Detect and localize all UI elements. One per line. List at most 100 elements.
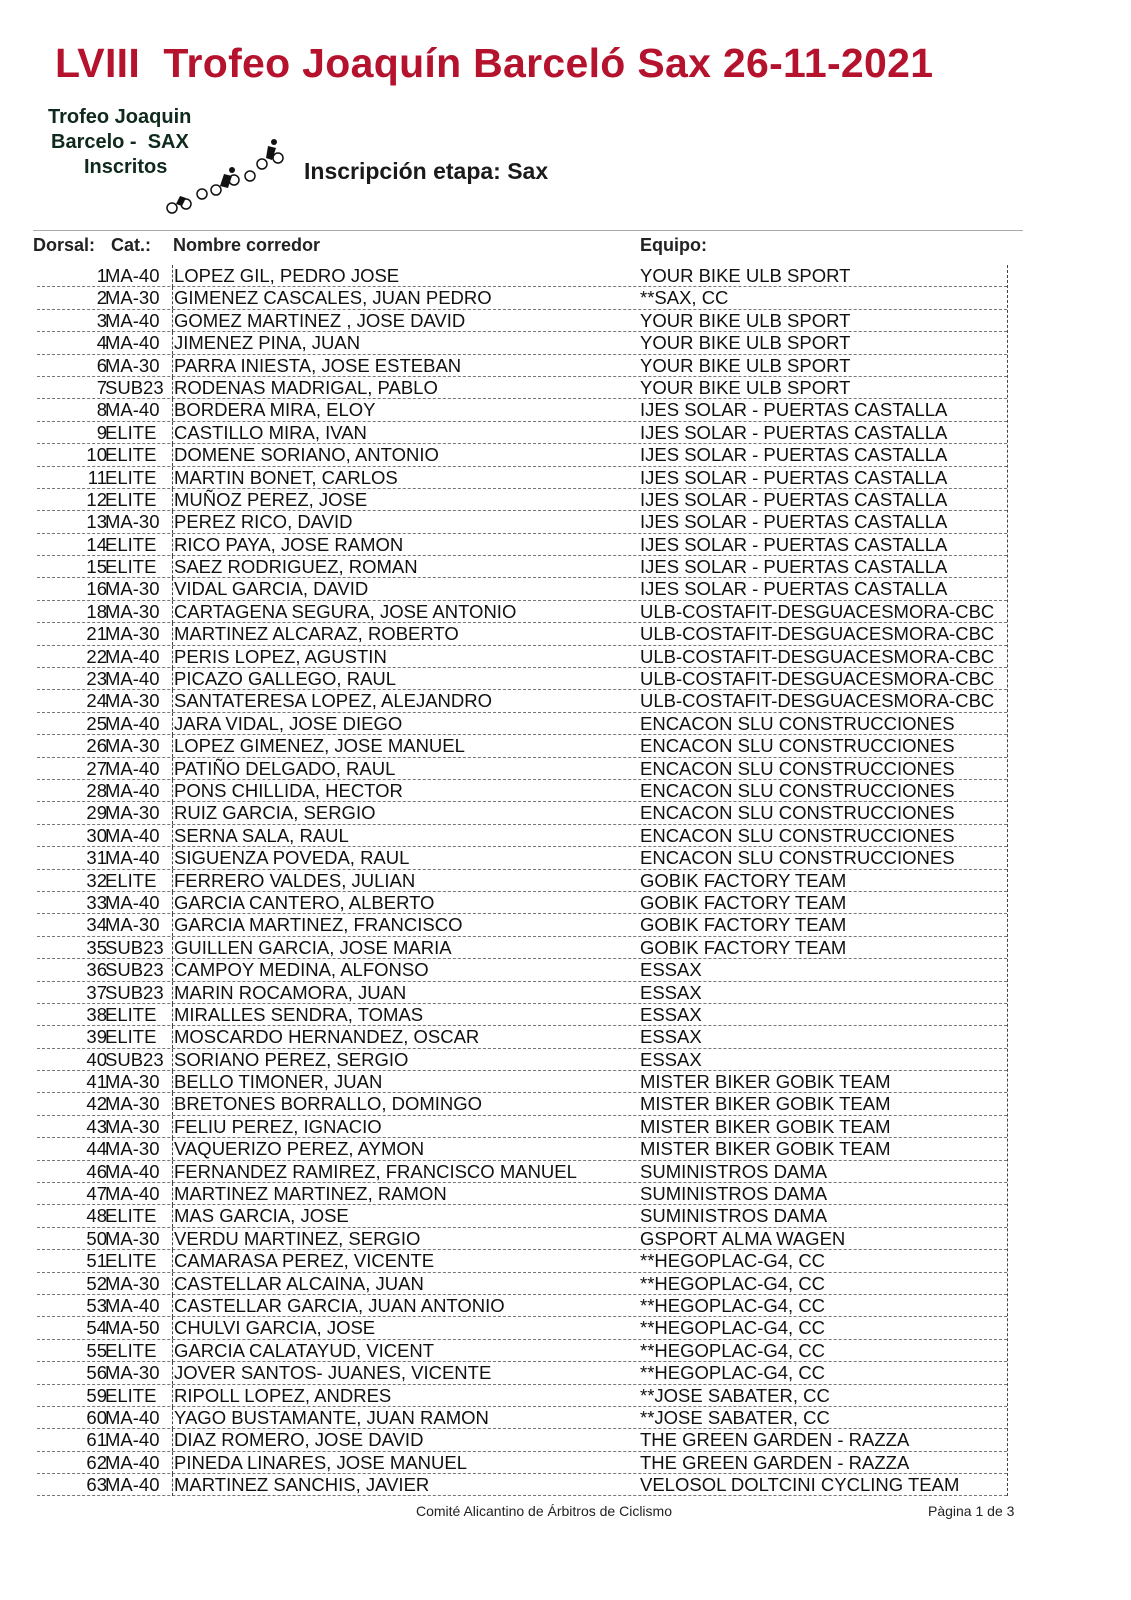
category-cell: MA-30 xyxy=(105,1227,160,1249)
table-row: 7 SUB23 RODENAS MADRIGAL, PABLO YOUR BIKE U… xyxy=(37,376,1007,400)
dorsal-cell: 13 xyxy=(86,511,107,533)
dorsal-cell: 22 xyxy=(86,645,107,667)
category-cell: SUB23 xyxy=(105,1048,164,1070)
team-cell: ENCACON SLU CONSTRUCCIONES xyxy=(640,712,955,734)
rider-name-cell: BRETONES BORRALLO, DOMINGO xyxy=(172,1093,483,1116)
table-row: 24 MA-30 SANTATERESA LOPEZ, ALEJANDRO ULB-C… xyxy=(37,690,1007,713)
dorsal-cell: 15 xyxy=(86,556,107,578)
table-row: 22 MA-40 PERIS LOPEZ, AGUSTIN ULB-COSTAFIT-… xyxy=(37,645,1007,669)
table-row: 1 MA-40 LOPEZ GIL, PEDRO JOSE YOUR BIKE ULB… xyxy=(37,265,1007,288)
table-row: 51 ELITE CAMARASA PEREZ, VICENTE **HEGOPLAC… xyxy=(37,1250,1007,1273)
dorsal-cell: 10 xyxy=(86,444,107,466)
rider-name-cell: BORDERA MIRA, ELOY xyxy=(172,399,376,422)
table-row: 10 ELITE DOMENE SORIANO, ANTONIO IJES SOLAR… xyxy=(37,444,1007,467)
dorsal-cell: 59 xyxy=(86,1384,107,1406)
team-cell: VELOSOL DOLTCINI CYCLING TEAM xyxy=(640,1474,960,1496)
dorsal-cell: 60 xyxy=(86,1406,107,1428)
rider-name-cell: DOMENE SORIANO, ANTONIO xyxy=(172,444,439,467)
team-cell: YOUR BIKE ULB SPORT xyxy=(640,354,851,376)
dorsal-cell: 46 xyxy=(86,1160,107,1182)
team-cell: ENCACON SLU CONSTRUCCIONES xyxy=(640,802,955,824)
category-cell: MA-30 xyxy=(105,1071,160,1093)
table-row: 4 MA-40 JIMENEZ PINA, JUAN YOUR BIKE ULB SP… xyxy=(37,332,1007,355)
table-row: 61 MA-40 DIAZ ROMERO, JOSE DAVID THE GREEN … xyxy=(37,1429,1007,1452)
category-cell: MA-30 xyxy=(105,1093,160,1115)
dorsal-cell: 12 xyxy=(86,488,107,510)
table-row: 44 MA-30 VAQUERIZO PEREZ, AYMON MISTER BIKE… xyxy=(37,1138,1007,1161)
dorsal-cell: 33 xyxy=(86,891,107,913)
table-row: 28 MA-40 PONS CHILLIDA, HECTOR ENCACON SLU … xyxy=(37,779,1007,803)
category-cell: MA-40 xyxy=(105,668,160,690)
dorsal-cell: 38 xyxy=(86,1003,107,1025)
table-row: 47 MA-40 MARTINEZ MARTINEZ, RAMON SUMINISTR… xyxy=(37,1183,1007,1206)
dorsal-cell: 43 xyxy=(86,1115,107,1137)
team-cell: IJES SOLAR - PUERTAS CASTALLA xyxy=(640,421,948,443)
team-cell: ENCACON SLU CONSTRUCCIONES xyxy=(640,757,955,779)
category-cell: MA-30 xyxy=(105,287,160,309)
team-cell: IJES SOLAR - PUERTAS CASTALLA xyxy=(640,399,948,421)
rider-name-cell: GUILLEN GARCIA, JOSE MARIA xyxy=(172,936,452,959)
dorsal-cell: 52 xyxy=(86,1272,107,1294)
team-cell: ULB-COSTAFIT-DESGUACESMORA-CBC xyxy=(640,668,995,690)
rider-name-cell: RODENAS MADRIGAL, PABLO xyxy=(172,376,438,399)
team-cell: ULB-COSTAFIT-DESGUACESMORA-CBC xyxy=(640,623,995,645)
table-row: 56 MA-30 JOVER SANTOS- JUANES, VICENTE **HE… xyxy=(37,1362,1007,1385)
category-cell: MA-30 xyxy=(105,1138,160,1160)
category-cell: MA-40 xyxy=(105,399,160,421)
rider-name-cell: LOPEZ GIMENEZ, JOSE MANUEL xyxy=(172,735,465,758)
table-row: 34 MA-30 GARCIA MARTINEZ, FRANCISCO GOBIK F… xyxy=(37,914,1007,937)
rider-name-cell: FERNANDEZ RAMIREZ, FRANCISCO MANUEL xyxy=(172,1160,577,1183)
table-row: 29 MA-30 RUIZ GARCIA, SERGIO ENCACON SLU CO… xyxy=(37,802,1007,825)
team-cell: MISTER BIKER GOBIK TEAM xyxy=(640,1071,891,1093)
category-cell: MA-40 xyxy=(105,1429,160,1451)
category-cell: MA-40 xyxy=(105,1183,160,1205)
dorsal-cell: 53 xyxy=(86,1294,107,1316)
table-row: 23 MA-40 PICAZO GALLEGO, RAUL ULB-COSTAFIT-… xyxy=(37,668,1007,691)
header-category: Cat.: xyxy=(111,235,151,255)
team-cell: **HEGOPLAC-G4, CC xyxy=(640,1362,826,1384)
category-cell: MA-40 xyxy=(105,824,160,846)
divider xyxy=(33,230,1023,231)
rider-name-cell: GOMEZ MARTINEZ , JOSE DAVID xyxy=(172,309,466,332)
dorsal-cell: 37 xyxy=(86,981,107,1003)
dorsal-cell: 51 xyxy=(86,1250,107,1272)
category-cell: MA-30 xyxy=(105,1272,160,1294)
team-cell: GOBIK FACTORY TEAM xyxy=(640,891,847,913)
category-cell: ELITE xyxy=(105,466,157,488)
rider-name-cell: PERIS LOPEZ, AGUSTIN xyxy=(172,645,387,668)
dorsal-cell: 54 xyxy=(86,1317,107,1339)
rider-name-cell: BELLO TIMONER, JUAN xyxy=(172,1071,383,1094)
rider-name-cell: FERRERO VALDES, JULIAN xyxy=(172,869,416,892)
team-cell: THE GREEN GARDEN - RAZZA xyxy=(640,1429,910,1451)
category-cell: MA-30 xyxy=(105,735,160,757)
table-row: 2 MA-30 GIMENEZ CASCALES, JUAN PEDRO **SAX,… xyxy=(37,287,1007,310)
category-cell: MA-30 xyxy=(105,354,160,376)
cyclists-icon xyxy=(166,139,284,214)
table-row: 53 MA-40 CASTELLAR GARCIA, JUAN ANTONIO **H… xyxy=(37,1294,1007,1318)
category-cell: ELITE xyxy=(105,869,157,891)
category-cell: MA-40 xyxy=(105,1474,160,1496)
table-row: 40 SUB23 SORIANO PEREZ, SERGIO ESSAX xyxy=(37,1048,1007,1072)
team-cell: GOBIK FACTORY TEAM xyxy=(640,936,847,958)
category-cell: ELITE xyxy=(105,1339,157,1361)
logo-line-2: Barcelo - SAX xyxy=(51,131,189,153)
team-cell: IJES SOLAR - PUERTAS CASTALLA xyxy=(640,488,948,510)
rider-name-cell: CASTILLO MIRA, IVAN xyxy=(172,421,367,444)
table-row: 52 MA-30 CASTELLAR ALCAINA, JUAN **HEGOPLAC… xyxy=(37,1272,1007,1295)
header-name: Nombre corredor xyxy=(173,235,321,255)
logo-line-1: Trofeo Joaquin xyxy=(48,106,192,128)
category-cell: MA-40 xyxy=(105,332,160,354)
rider-name-cell: MAS GARCIA, JOSE xyxy=(172,1205,349,1228)
rider-name-cell: MARTINEZ MARTINEZ, RAMON xyxy=(172,1183,447,1206)
table-row: 33 MA-40 GARCIA CANTERO, ALBERTO GOBIK FACT… xyxy=(37,891,1007,915)
category-cell: MA-40 xyxy=(105,1294,160,1316)
dorsal-cell: 9 xyxy=(96,421,107,443)
rider-name-cell: SORIANO PEREZ, SERGIO xyxy=(172,1048,409,1071)
team-cell: **SAX, CC xyxy=(640,287,729,309)
rider-name-cell: MIRALLES SENDRA, TOMAS xyxy=(172,1003,424,1026)
rider-name-cell: SERNA SALA, RAUL xyxy=(172,824,349,847)
table-row: 26 MA-30 LOPEZ GIMENEZ, JOSE MANUEL ENCACON… xyxy=(37,735,1007,758)
rider-name-cell: DIAZ ROMERO, JOSE DAVID xyxy=(172,1429,424,1452)
rider-name-cell: JIMENEZ PINA, JUAN xyxy=(172,332,361,355)
dorsal-cell: 50 xyxy=(86,1227,107,1249)
